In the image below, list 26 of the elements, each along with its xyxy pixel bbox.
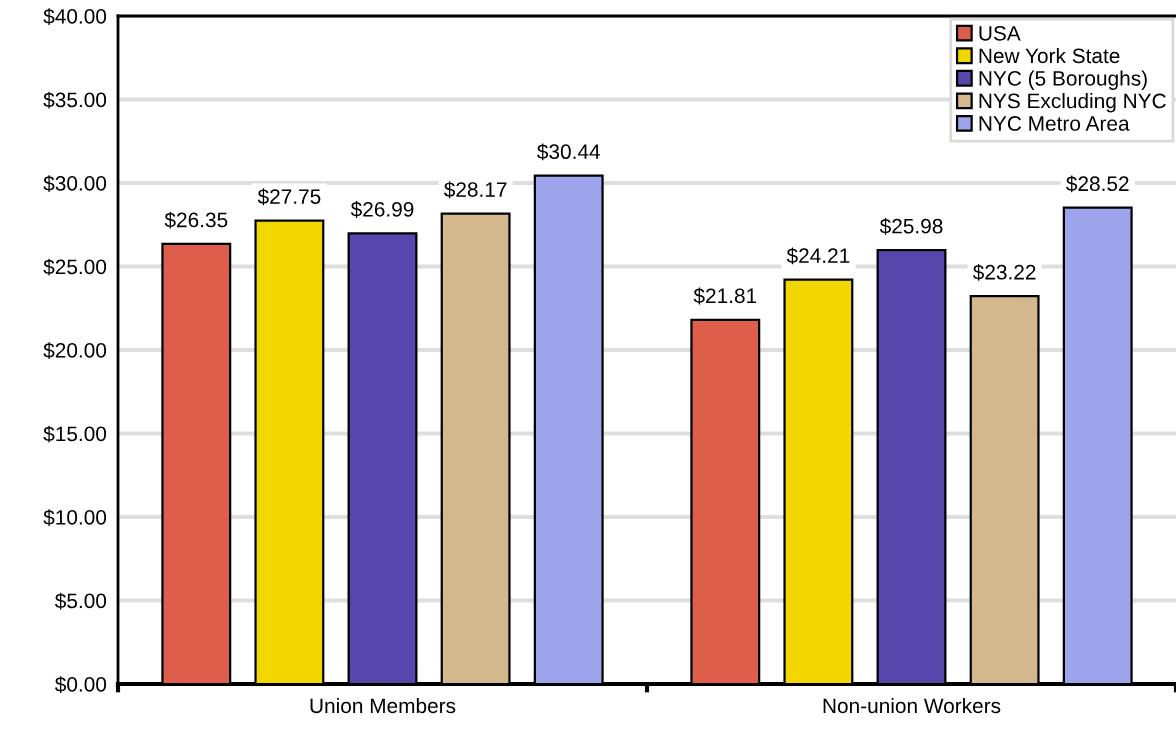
data-label: $26.99 [350,201,414,218]
y-tick-label: $25.00 [43,258,107,276]
data-label: $27.75 [257,188,321,206]
x-tick-label: Union Members [310,697,456,714]
data-label: $28.17 [443,181,507,199]
y-tick-label: $10.00 [43,509,107,526]
legend-label: New York State [979,47,1120,64]
y-tick-label: $5.00 [54,592,107,610]
y-tick-label: $20.00 [43,342,107,359]
y-tick-label: $35.00 [43,91,107,109]
data-label: $30.44 [537,143,600,161]
legend-label: NYC Metro Area [979,116,1130,131]
y-tick-label: $40.00 [43,8,107,25]
data-label: $21.81 [693,287,757,305]
data-label: $25.98 [879,217,943,235]
legend-label: NYS Excluding NYC [979,93,1166,113]
legend-label: USA [979,25,1021,41]
data-label: $24.21 [786,247,850,265]
y-tick-label: $30.00 [43,175,107,192]
data-label: $28.52 [1066,175,1129,193]
y-tick-label: $0.00 [54,676,107,693]
x-tick-label: Non-union Workers [823,697,1001,714]
data-label: $23.22 [972,263,1036,281]
data-label: $26.35 [164,211,228,229]
y-tick-label: $15.00 [43,425,107,443]
legend-label: NYC (5 Boroughs) [979,70,1147,90]
